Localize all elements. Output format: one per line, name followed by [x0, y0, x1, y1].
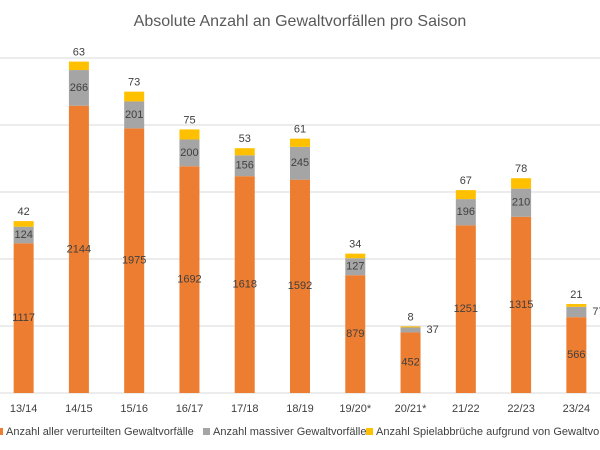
data-label: 2144 [67, 243, 91, 255]
bar-segment [511, 178, 532, 189]
x-tick-label: 17/18 [231, 403, 259, 415]
data-label: 879 [346, 328, 364, 340]
data-label: 1251 [454, 303, 478, 315]
data-label: 1315 [509, 299, 533, 311]
bar-segment [400, 332, 421, 393]
data-label: 1592 [288, 280, 312, 292]
x-tick-label: 14/15 [65, 403, 93, 415]
bar-segment [124, 128, 145, 393]
data-label: 1975 [122, 255, 146, 267]
data-label: 566 [567, 349, 585, 361]
data-label: 67 [460, 175, 472, 187]
data-label: 452 [401, 357, 419, 369]
data-label: 124 [14, 229, 32, 241]
bar-segment [234, 148, 255, 156]
bar-segment [566, 317, 587, 393]
data-label: 53 [239, 133, 251, 145]
x-tick-label: 23/24 [563, 403, 591, 415]
data-label: 196 [457, 206, 475, 218]
bar-segment [68, 61, 89, 71]
data-label: 156 [236, 160, 254, 172]
bar-segment [455, 190, 476, 200]
data-label: 266 [70, 82, 88, 94]
bar-segment [68, 70, 89, 106]
data-label: 245 [291, 157, 309, 169]
bar-segment [13, 243, 34, 393]
bar-segment [124, 91, 145, 102]
data-label: 200 [180, 147, 198, 159]
bar-segment [345, 253, 366, 259]
x-tick-label: 22/23 [507, 403, 535, 415]
bar-segment [179, 139, 200, 167]
data-label: 61 [294, 124, 306, 136]
data-label: 75 [183, 114, 195, 126]
bar-segment [179, 129, 200, 140]
bar-segment [234, 155, 255, 177]
bar-segment [566, 306, 587, 318]
data-label: 21 [570, 289, 582, 301]
bar-segment [234, 176, 255, 393]
x-tick-label: 15/16 [120, 403, 148, 415]
data-label: 77 [592, 306, 600, 318]
legend-swatch [366, 428, 373, 435]
bar-segment [345, 275, 366, 393]
data-label: 1117 [12, 312, 35, 324]
x-tick-label: 20/21* [395, 403, 428, 415]
x-tick-label: 19/20* [339, 403, 372, 415]
bar-segment [13, 221, 34, 227]
bar-segment [124, 101, 145, 129]
bar-segment [179, 166, 200, 393]
bar-segment [290, 179, 310, 393]
data-label: 42 [18, 206, 30, 218]
data-label: 34 [349, 239, 361, 251]
bar-segment [345, 258, 366, 276]
legend-label: Anzahl massiver Gewaltvorfälle [213, 426, 366, 438]
data-label: 37 [427, 324, 439, 336]
bar-segment [13, 226, 34, 244]
bar-segment [400, 327, 421, 333]
data-label: 63 [73, 47, 85, 59]
data-label: 73 [128, 77, 140, 89]
bar-segment [511, 188, 532, 217]
legend-label: Anzahl aller verurteilten Gewaltvorfälle [6, 426, 194, 438]
x-tick-label: 18/19 [286, 403, 314, 415]
legend-swatch [0, 428, 3, 435]
chart-title: Absolute Anzahl an Gewaltvorfällen pro S… [134, 13, 467, 30]
data-label: 201 [125, 109, 143, 121]
data-label: 78 [515, 163, 527, 175]
bar-segment [511, 216, 532, 393]
bar-segment [290, 146, 310, 180]
data-label: 210 [512, 197, 530, 209]
legend-swatch [203, 428, 210, 435]
data-label: 8 [407, 311, 413, 323]
data-label: 127 [346, 261, 364, 273]
x-tick-label: 13/14 [10, 403, 38, 415]
bar-segment [290, 138, 310, 147]
bar-segment [68, 105, 89, 393]
data-label: 1692 [177, 274, 201, 286]
bar-segment [455, 225, 476, 393]
x-tick-label: 21/22 [452, 403, 480, 415]
x-tick-label: 16/17 [176, 403, 204, 415]
bar-segment [455, 199, 476, 226]
bar-segment [400, 326, 421, 328]
data-label: 1618 [232, 279, 256, 291]
legend-label: Anzahl Spielabbrüche aufgrund von Gewalt… [376, 426, 600, 438]
bar-segment [566, 304, 587, 307]
